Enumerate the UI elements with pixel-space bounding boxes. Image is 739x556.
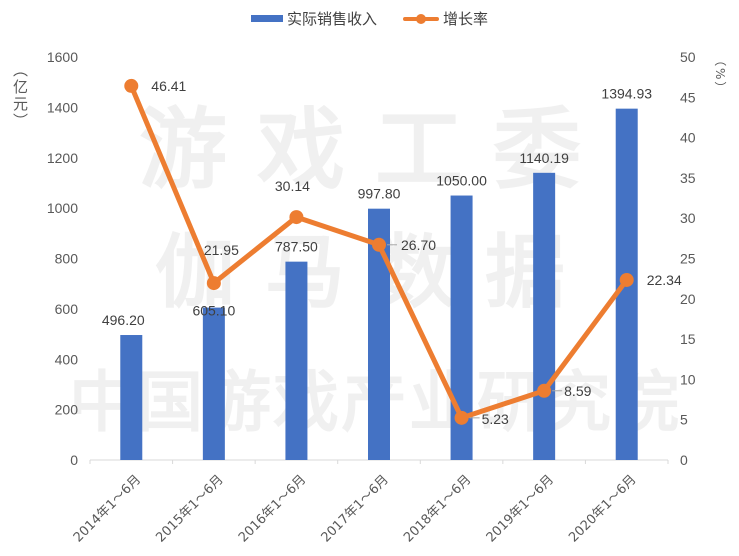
growth-value-label: 21.95 — [204, 242, 239, 258]
growth-rate-marker — [289, 210, 304, 225]
x-axis-category-label: 2015年1～6月 — [153, 472, 226, 545]
growth-value-label: 30.14 — [275, 178, 310, 194]
bar-value-label: 997.80 — [358, 186, 401, 202]
x-axis-category-label: 2014年1～6月 — [71, 472, 144, 545]
growth-rate-marker — [372, 237, 386, 252]
bar-revenue — [450, 195, 473, 460]
left-axis-tick: 800 — [55, 251, 79, 267]
left-axis-tick: 0 — [70, 452, 78, 468]
left-axis-tick: 600 — [55, 301, 79, 317]
legend-bar-swatch-icon — [250, 15, 283, 22]
growth-rate-marker — [206, 276, 221, 291]
bar-value-label: 605.10 — [192, 303, 235, 319]
growth-value-label: 26.70 — [401, 237, 436, 253]
growth-value-label: 46.41 — [151, 78, 186, 94]
growth-value-label: 8.59 — [564, 383, 591, 399]
growth-value-label: 5.23 — [482, 411, 509, 427]
x-axis-category-label: 2017年1～6月 — [319, 472, 392, 545]
bar-revenue — [368, 208, 390, 460]
x-axis-category-label: 2018年1～6月 — [401, 472, 474, 545]
growth-value-label: 22.34 — [647, 272, 682, 288]
x-axis-category-label: 2019年1～6月 — [484, 472, 557, 545]
right-axis-tick: 0 — [680, 452, 688, 468]
growth-rate-marker — [124, 78, 139, 93]
bar-value-label: 1394.93 — [601, 86, 652, 102]
legend-line-swatch-icon — [403, 13, 439, 24]
right-axis-tick: 25 — [680, 251, 696, 267]
growth-rate-marker — [619, 272, 634, 287]
legend-label-revenue: 实际销售收入 — [286, 10, 377, 28]
bar-revenue — [533, 172, 556, 460]
right-axis-tick: 10 — [680, 371, 696, 387]
watermark-text: 游戏工委 — [139, 98, 611, 201]
x-axis-category-label: 2016年1～6月 — [236, 472, 309, 545]
bar-revenue — [120, 335, 143, 460]
legend-label-growth: 增长率 — [443, 10, 489, 28]
legend-item-revenue: 实际销售收入 — [250, 8, 377, 29]
left-axis-tick: 1400 — [47, 99, 78, 115]
right-axis-unit: （%） — [713, 54, 727, 96]
bar-value-label: 787.50 — [275, 239, 318, 255]
growth-rate-marker — [537, 383, 552, 398]
right-axis-tick: 15 — [680, 331, 696, 347]
left-axis-tick: 400 — [55, 351, 79, 367]
bar-value-label: 496.20 — [102, 312, 145, 328]
right-axis-tick: 35 — [680, 170, 696, 186]
right-axis-tick: 40 — [680, 130, 696, 146]
bar-revenue — [202, 307, 225, 460]
left-axis-tick: 1000 — [47, 200, 78, 216]
right-axis-tick: 50 — [680, 49, 696, 65]
legend-item-growth: 增长率 — [403, 8, 488, 29]
growth-rate-marker — [454, 410, 469, 425]
left-axis-tick: 1600 — [47, 49, 78, 65]
left-axis-tick: 1200 — [47, 150, 78, 166]
bar-value-label: 1050.00 — [436, 173, 487, 189]
right-axis-tick: 5 — [680, 412, 688, 428]
left-axis-unit: （亿元） — [11, 62, 29, 130]
x-axis-category-label: 2020年1～6月 — [566, 472, 639, 545]
chart-legend: 实际销售收入 增长率 — [0, 8, 739, 29]
bar-value-label: 1140.19 — [519, 150, 569, 166]
right-axis-tick: 45 — [680, 89, 696, 105]
right-axis-tick: 20 — [680, 291, 696, 307]
left-axis-tick: 200 — [55, 402, 79, 418]
right-axis-tick: 30 — [680, 210, 696, 226]
bar-revenue — [285, 261, 308, 460]
